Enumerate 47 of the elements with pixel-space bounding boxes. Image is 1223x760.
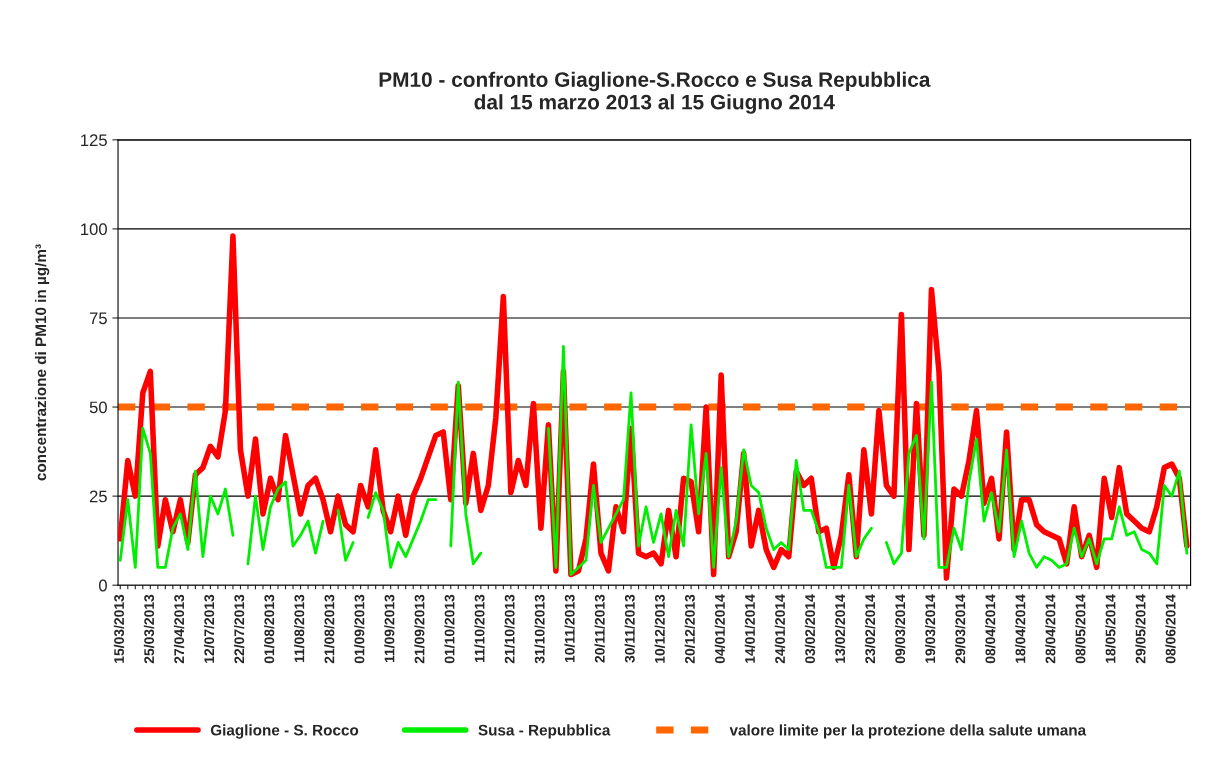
x-tick-label: 19/03/2014 xyxy=(924,594,936,663)
x-tick-label: 25/03/2013 xyxy=(143,594,155,664)
y-tick-label: 125 xyxy=(81,134,107,147)
legend-label: valore limite per la protezione della salute umana xyxy=(729,724,1087,739)
x-tick-label: 08/04/2014 xyxy=(985,594,996,664)
x-tick-label: 20/12/2013 xyxy=(684,594,695,664)
x-tick-label: 04/01/2014 xyxy=(714,594,726,664)
x-tick-label: 11/09/2013 xyxy=(384,594,395,663)
x-tick-label: 01/10/2013 xyxy=(444,594,455,664)
x-tick-label: 12/07/2013 xyxy=(203,594,215,663)
x-tick-label: 14/01/2014 xyxy=(744,594,756,663)
x-tick-label: 11/10/2013 xyxy=(474,594,485,663)
legend-label: Susa - Repubblica xyxy=(478,724,611,739)
x-tick-label: 01/08/2013 xyxy=(264,594,275,664)
x-tick-label: 23/02/2014 xyxy=(864,594,876,664)
y-tick-label: 100 xyxy=(81,223,107,236)
y-tick-label: 0 xyxy=(98,579,107,592)
x-tick-label: 15/03/2013 xyxy=(113,594,125,663)
x-tick-label: 22/07/2013 xyxy=(233,594,245,664)
x-tick-label: 27/04/2013 xyxy=(173,594,185,664)
x-tick-label: 24/01/2014 xyxy=(774,594,786,664)
x-tick-label: 21/09/2013 xyxy=(414,594,425,664)
y-tick-label: 50 xyxy=(89,401,107,414)
x-tick-label: 09/03/2014 xyxy=(894,594,906,664)
x-tick-label: 01/09/2013 xyxy=(354,594,365,664)
x-tick-label: 20/11/2013 xyxy=(594,594,605,663)
x-tick-label: 03/02/2014 xyxy=(804,594,816,664)
x-tick-label: 21/08/2013 xyxy=(324,594,335,664)
x-tick-label: 31/10/2013 xyxy=(534,594,545,664)
chart-title: PM10 - confronto Giaglione-S.Rocco e Susa Repubblica dal 15 marzo 2013 al 15 Giugno 2014 xyxy=(379,71,931,114)
x-tick-label: 10/11/2013 xyxy=(564,594,575,663)
x-tick-label: 18/05/2014 xyxy=(1105,594,1116,663)
legend-label: Giaglione - S. Rocco xyxy=(210,724,359,739)
x-tick-label: 13/02/2014 xyxy=(834,594,846,663)
x-tick-label: 11/08/2013 xyxy=(294,594,305,663)
x-tick-label: 18/04/2014 xyxy=(1015,594,1026,663)
y-axis-title: concentrazione di PM10 in µg/m³ xyxy=(34,244,50,481)
x-tick-label: 29/05/2014 xyxy=(1135,594,1146,664)
x-tick-label: 21/10/2013 xyxy=(504,594,515,664)
x-tick-label: 08/05/2014 xyxy=(1075,594,1086,664)
x-tick-label: 08/06/2014 xyxy=(1165,594,1176,664)
x-tick-label: 28/04/2014 xyxy=(1045,594,1056,664)
x-tick-label: 10/12/2013 xyxy=(654,594,665,663)
x-tick-label: 29/03/2014 xyxy=(955,594,966,664)
y-tick-label: 25 xyxy=(89,490,107,503)
x-tick-label: 30/11/2013 xyxy=(624,594,635,663)
y-tick-label: 75 xyxy=(89,312,107,325)
